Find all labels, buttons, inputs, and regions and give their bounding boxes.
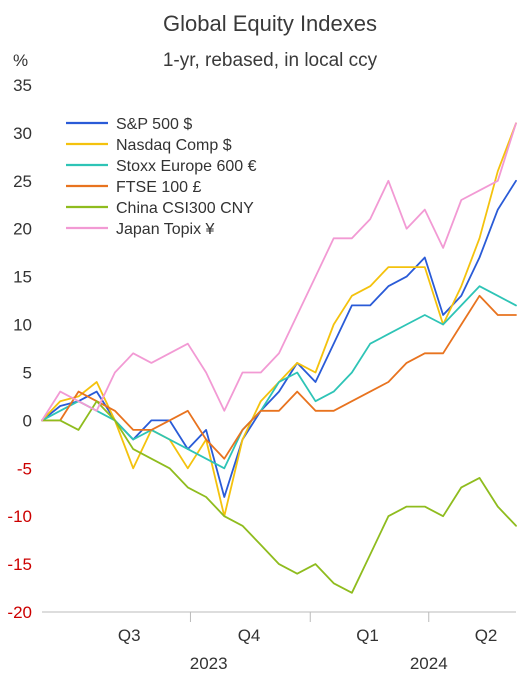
x-year-label: 2024 (410, 654, 448, 673)
series-line-4 (41, 400, 517, 594)
legend-label: Stoxx Europe 600 € (116, 158, 257, 175)
legend-label: Japan Topix ¥ (116, 221, 215, 238)
y-tick-label: 35 (13, 76, 32, 95)
series-line-5 (41, 122, 517, 422)
x-quarter-label: Q4 (238, 626, 261, 645)
y-tick-label: -20 (7, 603, 32, 622)
x-year-label: 2023 (190, 654, 228, 673)
series-line-0 (41, 179, 517, 498)
x-quarter-label: Q2 (475, 626, 498, 645)
x-quarter-label: Q3 (118, 626, 141, 645)
legend: S&P 500 $ Nasdaq Comp $ Stoxx Europe 600 €… (66, 116, 257, 238)
series-line-3 (41, 294, 517, 460)
series-line-2 (41, 285, 517, 470)
chart-title: Global Equity Indexes (163, 11, 377, 36)
x-quarter-label: Q1 (356, 626, 379, 645)
chart-subtitle: 1-yr, rebased, in local ccy (163, 50, 378, 71)
legend-label: Nasdaq Comp $ (116, 137, 232, 154)
y-axis-unit: % (13, 51, 28, 70)
legend-label: China CSI300 CNY (116, 200, 254, 217)
y-tick-label: -5 (17, 459, 32, 478)
y-tick-label: 30 (13, 124, 32, 143)
y-tick-label: 10 (13, 316, 32, 335)
y-axis-ticks: 35 30 25 20 15 10 5 0 -5 -10 -15 -20 (7, 76, 32, 622)
y-tick-label: 0 (23, 411, 32, 430)
y-tick-label: 5 (23, 363, 32, 382)
y-tick-label: -10 (7, 507, 32, 526)
plot-lines (41, 122, 517, 594)
series-line-1 (41, 122, 517, 518)
x-axis: Q3 Q4 Q1 Q2 2023 2024 (42, 611, 516, 673)
y-tick-label: 25 (13, 172, 32, 191)
legend-label: FTSE 100 £ (116, 179, 201, 196)
y-tick-label: 15 (13, 268, 32, 287)
legend-label: S&P 500 $ (116, 116, 192, 133)
y-tick-label: 20 (13, 220, 32, 239)
y-tick-label: -15 (7, 555, 32, 574)
